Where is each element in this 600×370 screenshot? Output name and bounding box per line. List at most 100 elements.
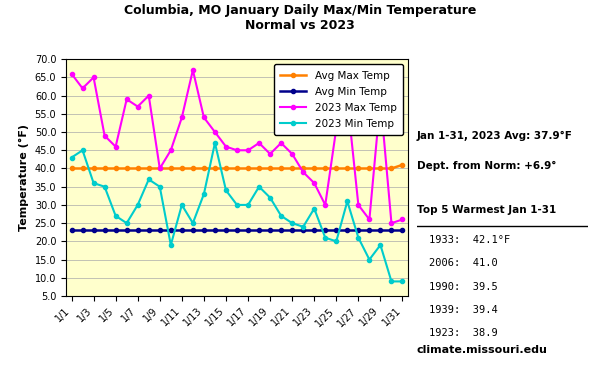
2023 Max Temp: [90, 75, 97, 80]
2023 Min Temp: [377, 243, 384, 247]
2023 Min Temp: [366, 258, 373, 262]
Avg Min Temp: [90, 228, 97, 233]
2023 Min Temp: [278, 213, 285, 218]
Avg Min Temp: [299, 228, 307, 233]
Text: Top 5 Warmest Jan 1-31: Top 5 Warmest Jan 1-31: [417, 205, 556, 215]
2023 Min Temp: [256, 185, 263, 189]
2023 Min Temp: [134, 203, 142, 207]
Text: Columbia, MO January Daily Max/Min Temperature
Normal vs 2023: Columbia, MO January Daily Max/Min Tempe…: [124, 4, 476, 32]
2023 Max Temp: [178, 115, 185, 120]
Avg Max Temp: [289, 166, 296, 171]
2023 Max Temp: [377, 97, 384, 101]
2023 Max Temp: [311, 181, 318, 185]
Line: 2023 Min Temp: 2023 Min Temp: [70, 141, 404, 283]
2023 Max Temp: [399, 217, 406, 222]
2023 Min Temp: [112, 213, 119, 218]
Avg Min Temp: [388, 228, 395, 233]
Avg Max Temp: [200, 166, 208, 171]
Text: 1923:  38.9: 1923: 38.9: [429, 328, 498, 338]
Text: Dept. from Norm: +6.9°: Dept. from Norm: +6.9°: [417, 161, 556, 171]
2023 Min Temp: [178, 203, 185, 207]
2023 Min Temp: [299, 225, 307, 229]
2023 Max Temp: [299, 170, 307, 174]
Text: Jan 1-31, 2023 Avg: 37.9°F: Jan 1-31, 2023 Avg: 37.9°F: [417, 131, 573, 141]
2023 Max Temp: [123, 97, 130, 101]
2023 Min Temp: [399, 279, 406, 284]
Avg Min Temp: [377, 228, 384, 233]
Avg Min Temp: [223, 228, 230, 233]
2023 Min Temp: [344, 199, 351, 204]
Avg Min Temp: [156, 228, 163, 233]
2023 Min Temp: [289, 221, 296, 225]
Avg Min Temp: [322, 228, 329, 233]
Avg Max Temp: [355, 166, 362, 171]
Y-axis label: Temperature (°F): Temperature (°F): [19, 124, 29, 231]
2023 Min Temp: [145, 177, 152, 182]
Text: 1933:  42.1°F: 1933: 42.1°F: [429, 235, 510, 245]
2023 Max Temp: [223, 144, 230, 149]
Avg Max Temp: [366, 166, 373, 171]
Avg Min Temp: [167, 228, 175, 233]
Avg Min Temp: [79, 228, 86, 233]
2023 Max Temp: [289, 152, 296, 156]
2023 Min Temp: [266, 195, 274, 200]
Line: Avg Min Temp: Avg Min Temp: [70, 228, 404, 232]
Avg Max Temp: [399, 163, 406, 167]
Avg Min Temp: [344, 228, 351, 233]
Avg Max Temp: [189, 166, 196, 171]
2023 Max Temp: [244, 148, 251, 152]
Avg Min Temp: [256, 228, 263, 233]
Avg Min Temp: [399, 228, 406, 233]
2023 Max Temp: [189, 68, 196, 73]
2023 Max Temp: [101, 134, 108, 138]
2023 Max Temp: [145, 93, 152, 98]
Avg Max Temp: [211, 166, 218, 171]
Avg Max Temp: [145, 166, 152, 171]
2023 Min Temp: [189, 221, 196, 225]
2023 Max Temp: [344, 97, 351, 101]
Avg Max Temp: [167, 166, 175, 171]
2023 Min Temp: [311, 206, 318, 211]
2023 Max Temp: [200, 115, 208, 120]
Avg Min Temp: [244, 228, 251, 233]
Avg Max Temp: [123, 166, 130, 171]
Avg Min Temp: [189, 228, 196, 233]
Avg Max Temp: [278, 166, 285, 171]
2023 Min Temp: [156, 185, 163, 189]
Avg Max Temp: [178, 166, 185, 171]
2023 Min Temp: [101, 185, 108, 189]
Avg Max Temp: [244, 166, 251, 171]
2023 Min Temp: [211, 141, 218, 145]
Avg Max Temp: [223, 166, 230, 171]
2023 Max Temp: [233, 148, 241, 152]
2023 Max Temp: [68, 71, 75, 76]
2023 Min Temp: [79, 148, 86, 152]
Avg Max Temp: [79, 166, 86, 171]
Text: 1939:  39.4: 1939: 39.4: [429, 305, 498, 315]
Avg Max Temp: [156, 166, 163, 171]
Avg Min Temp: [134, 228, 142, 233]
Avg Max Temp: [377, 166, 384, 171]
Avg Max Temp: [266, 166, 274, 171]
Avg Min Temp: [289, 228, 296, 233]
Line: Avg Max Temp: Avg Max Temp: [70, 163, 404, 171]
2023 Max Temp: [79, 86, 86, 91]
2023 Min Temp: [167, 243, 175, 247]
2023 Min Temp: [388, 279, 395, 284]
Line: 2023 Max Temp: 2023 Max Temp: [70, 68, 404, 225]
2023 Max Temp: [211, 130, 218, 134]
2023 Max Temp: [355, 203, 362, 207]
2023 Max Temp: [167, 148, 175, 152]
Avg Max Temp: [134, 166, 142, 171]
Avg Max Temp: [256, 166, 263, 171]
Avg Max Temp: [299, 166, 307, 171]
Avg Max Temp: [388, 166, 395, 171]
2023 Min Temp: [332, 239, 340, 243]
Avg Max Temp: [311, 166, 318, 171]
Avg Max Temp: [233, 166, 241, 171]
Avg Max Temp: [322, 166, 329, 171]
2023 Max Temp: [332, 126, 340, 131]
Avg Min Temp: [233, 228, 241, 233]
2023 Min Temp: [200, 192, 208, 196]
Text: 2006:  41.0: 2006: 41.0: [429, 258, 498, 268]
